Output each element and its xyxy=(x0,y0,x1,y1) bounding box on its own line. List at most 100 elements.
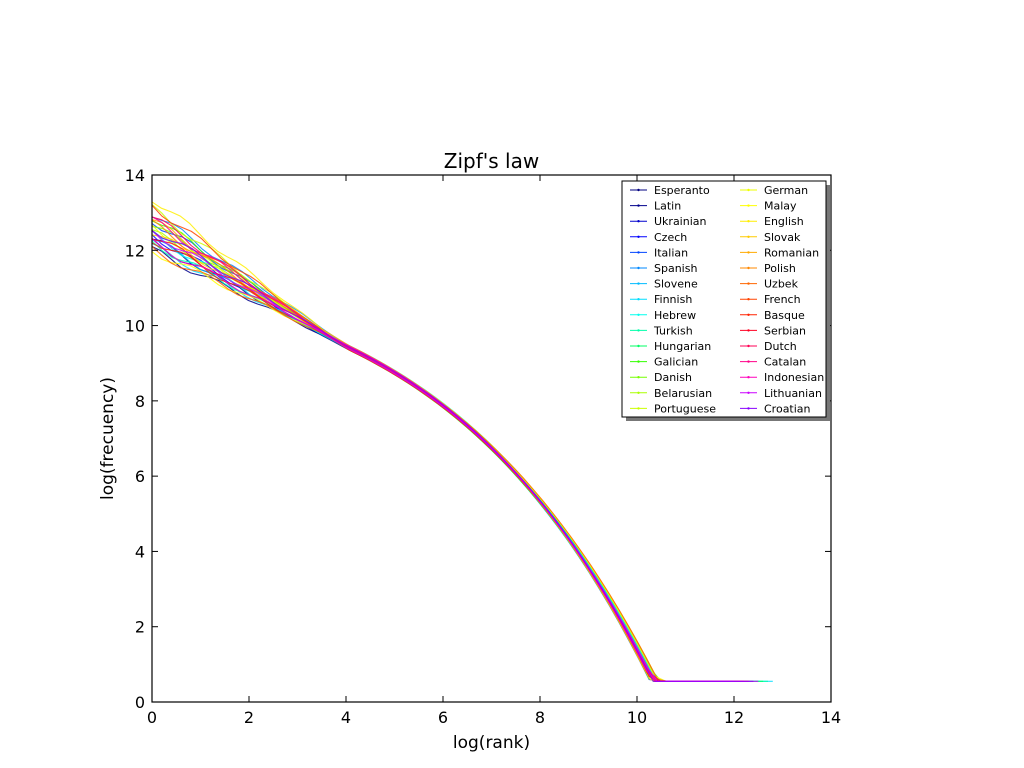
legend-label: Romanian xyxy=(764,246,819,259)
legend-marker xyxy=(637,407,640,410)
legend-marker xyxy=(747,298,750,301)
legend-label: Spanish xyxy=(654,262,697,275)
legend-items: Esperanto Latin Ukrainian Czech Italian Spani… xyxy=(630,184,824,415)
legend-label: Indonesian xyxy=(764,371,824,384)
legend-entry-turkish: Turkish xyxy=(630,324,693,337)
series-layer xyxy=(151,201,773,682)
legend-entry-italian: Italian xyxy=(630,246,688,259)
legend-entry-uzbek: Uzbek xyxy=(740,278,799,291)
legend-entry-hebrew: Hebrew xyxy=(630,309,696,322)
legend-label: English xyxy=(764,215,804,228)
x-tick-label: 4 xyxy=(341,708,351,727)
legend-marker xyxy=(637,313,640,316)
legend-entry-galician: Galician xyxy=(630,356,698,369)
series-line-croatian xyxy=(151,230,754,682)
legend-label: Portuguese xyxy=(654,402,716,415)
legend-entry-slovene: Slovene xyxy=(630,278,698,291)
legend-marker xyxy=(637,188,640,192)
legend-marker xyxy=(747,407,750,410)
x-tick-label: 12 xyxy=(724,708,744,727)
legend-entry-romanian: Romanian xyxy=(740,246,819,259)
legend-entry-danish: Danish xyxy=(630,371,692,384)
legend-entry-finnish: Finnish xyxy=(630,293,692,306)
legend-entry-croatian: Croatian xyxy=(740,402,811,415)
legend-entry-german: German xyxy=(740,184,808,197)
legend-label: Serbian xyxy=(764,324,806,337)
legend-entry-serbian: Serbian xyxy=(740,324,806,337)
y-tick-label: 6 xyxy=(135,467,145,486)
legend-entry-malay: Malay xyxy=(740,200,797,213)
legend-marker xyxy=(747,235,750,238)
legend-marker xyxy=(637,282,640,285)
legend: Esperanto Latin Ukrainian Czech Italian Spani… xyxy=(621,180,830,421)
legend-entry-dutch: Dutch xyxy=(740,340,797,353)
legend-marker xyxy=(637,344,640,348)
x-tick-label: 8 xyxy=(535,708,545,727)
legend-label: Uzbek xyxy=(764,278,799,291)
legend-marker xyxy=(747,391,750,394)
legend-entry-indonesian: Indonesian xyxy=(740,371,824,384)
legend-entry-czech: Czech xyxy=(630,231,687,244)
y-tick-label: 4 xyxy=(135,542,145,561)
legend-label: Malay xyxy=(764,200,797,213)
legend-marker xyxy=(747,204,750,207)
legend-marker xyxy=(747,266,750,270)
legend-entry-spanish: Spanish xyxy=(630,262,697,275)
legend-label: Galician xyxy=(654,356,698,369)
legend-label: Basque xyxy=(764,309,805,322)
legend-marker xyxy=(747,360,750,363)
plot-frame xyxy=(151,174,832,703)
legend-entry-hungarian: Hungarian xyxy=(630,340,711,353)
legend-entry-english: English xyxy=(740,215,804,228)
x-tick-label: 2 xyxy=(244,708,254,727)
legend-label: Dutch xyxy=(764,340,797,353)
legend-entry-polish: Polish xyxy=(740,262,796,275)
legend-label: Belarusian xyxy=(654,387,712,400)
legend-label: Croatian xyxy=(764,402,811,415)
legend-marker xyxy=(747,376,750,379)
legend-label: French xyxy=(764,293,801,306)
legend-marker xyxy=(637,360,640,363)
legend-entry-french: French xyxy=(740,293,801,306)
legend-entry-esperanto: Esperanto xyxy=(630,184,710,197)
legend-entry-portuguese: Portuguese xyxy=(630,402,716,415)
legend-entry-basque: Basque xyxy=(740,309,805,322)
legend-marker xyxy=(637,298,640,301)
legend-label: Polish xyxy=(764,262,796,275)
legend-label: Catalan xyxy=(764,356,806,369)
legend-label: Latin xyxy=(654,200,681,213)
legend-marker xyxy=(637,329,640,332)
legend-marker xyxy=(637,204,640,207)
y-axis-title: log(frecuency) xyxy=(98,377,118,500)
y-tick-label: 10 xyxy=(125,317,145,336)
y-tick-label: 2 xyxy=(135,618,145,637)
legend-marker xyxy=(637,220,640,223)
legend-box xyxy=(621,180,827,418)
legend-label: Turkish xyxy=(653,324,693,337)
legend-label: Slovak xyxy=(764,231,801,244)
legend-label: Danish xyxy=(654,371,692,384)
legend-entry-latin: Latin xyxy=(630,200,681,213)
legend-marker xyxy=(637,391,640,394)
legend-entry-catalan: Catalan xyxy=(740,356,806,369)
legend-entry-slovak: Slovak xyxy=(740,231,801,244)
legend-label: Finnish xyxy=(654,293,692,306)
legend-entry-ukrainian: Ukrainian xyxy=(630,215,707,228)
legend-marker xyxy=(637,266,640,270)
chart-title: Zipf's law xyxy=(444,149,539,173)
y-tick-label: 0 xyxy=(135,693,145,712)
ticks-layer: 0 2 4 6 8 10 12 14 0 2 4 6 8 10 12 14 xyxy=(125,166,842,727)
legend-label: Italian xyxy=(654,246,688,259)
x-tick-label: 6 xyxy=(438,708,448,727)
legend-entry-lithuanian: Lithuanian xyxy=(740,387,822,400)
legend-label: Slovene xyxy=(654,278,698,291)
y-tick-label: 14 xyxy=(125,166,145,185)
legend-label: Ukrainian xyxy=(654,215,707,228)
legend-label: Esperanto xyxy=(654,184,710,197)
legend-marker xyxy=(747,251,750,254)
legend-label: Czech xyxy=(654,231,687,244)
legend-marker xyxy=(747,188,750,192)
x-tick-label: 10 xyxy=(627,708,647,727)
x-tick-label: 0 xyxy=(147,708,157,727)
